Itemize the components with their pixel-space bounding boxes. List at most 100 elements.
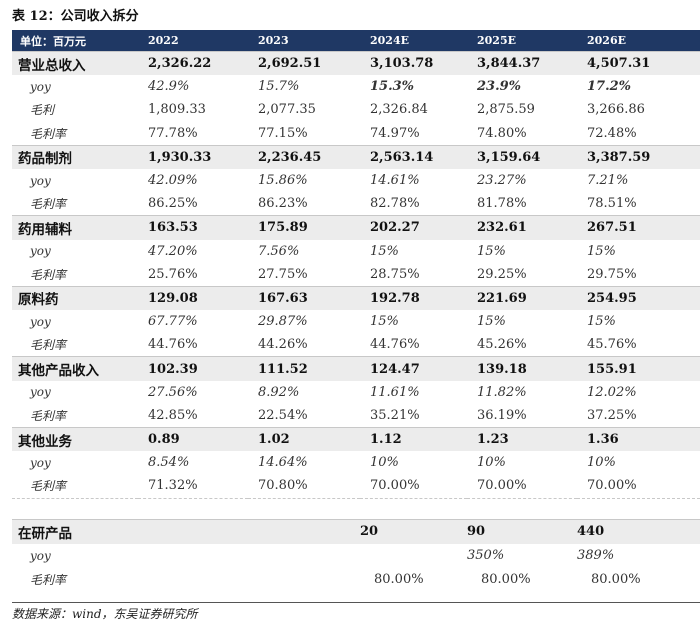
- cell: [360, 544, 467, 568]
- cell: 1.12: [360, 427, 467, 452]
- row-label: 毛利: [30, 103, 55, 118]
- row-label: 原料药: [12, 285, 138, 311]
- cell: 3,844.37: [467, 51, 577, 76]
- table-row-yoy: yoy 67.77% 29.87% 15% 15% 15%: [12, 310, 700, 333]
- cell: [248, 544, 360, 568]
- cell: 1,930.33: [138, 144, 248, 169]
- row-label: 其他业务: [12, 427, 138, 452]
- cell: 27.56%: [148, 384, 198, 400]
- table-row-gross-margin: 毛利率 86.25% 86.23% 82.78% 81.78% 78.51%: [12, 192, 700, 216]
- year-header: 2026E: [577, 30, 700, 52]
- cell: 77.15%: [258, 125, 308, 141]
- cell: 15%: [477, 314, 506, 330]
- cell: 78.51%: [587, 196, 637, 212]
- cell: 29.75%: [587, 266, 637, 282]
- table-row-yoy: yoy 27.56% 8.92% 11.61% 11.82% 12.02%: [12, 381, 700, 404]
- cell: 1.36: [577, 427, 700, 452]
- cell: 2,692.51: [248, 51, 360, 76]
- cell: 71.32%: [148, 478, 198, 494]
- year-header: 2025E: [467, 30, 577, 52]
- row-label: yoy: [30, 79, 51, 94]
- cell: 80.00%: [591, 572, 641, 588]
- table-row-gross-profit: 毛利 1,809.33 2,077.35 2,326.84 2,875.59 3…: [12, 98, 700, 121]
- row-label: 营业总收入: [12, 51, 138, 76]
- cell: 25.76%: [148, 266, 198, 282]
- table-row-other-business: 其他业务 0.89 1.02 1.12 1.23 1.36: [12, 427, 700, 452]
- cell: 23.27%: [477, 173, 527, 189]
- row-label: 毛利率: [30, 338, 67, 353]
- cell: 14.64%: [258, 455, 308, 471]
- cell: 1.23: [467, 427, 577, 452]
- cell: 45.76%: [587, 337, 637, 353]
- cell: 37.25%: [587, 407, 637, 423]
- table-row-gross-margin: 毛利率 80.00% 80.00% 80.00%: [12, 568, 700, 592]
- cell: 155.91: [577, 356, 700, 381]
- data-source-note: 数据来源：wind，东吴证券研究所: [12, 602, 700, 623]
- cell: 102.39: [138, 356, 248, 381]
- year-header: 2024E: [360, 30, 467, 52]
- table-header: 单位：百万元 2022 2023 2024E 2025E 2026E: [12, 30, 700, 52]
- cell: 42.09%: [148, 173, 198, 189]
- year-header: 2023: [248, 30, 360, 52]
- cell: 11.82%: [477, 384, 527, 400]
- cell: 15%: [370, 243, 399, 259]
- year-header: 2022: [138, 30, 248, 52]
- cell: 15%: [587, 243, 616, 259]
- cell: 11.61%: [370, 384, 420, 400]
- cell: 44.76%: [148, 337, 198, 353]
- row-label: 药品制剂: [12, 144, 138, 169]
- table-row-yoy: yoy 42.9% 15.7% 15.3% 23.9% 17.2%: [12, 75, 700, 98]
- cell: 440: [577, 519, 700, 544]
- cell: 1,809.33: [148, 102, 206, 118]
- unit-label: 单位：百万元: [12, 30, 138, 52]
- row-label: 毛利率: [30, 197, 67, 212]
- cell: 36.19%: [477, 407, 527, 423]
- cell: 15%: [477, 243, 506, 259]
- cell: 20: [360, 519, 467, 544]
- cell: 90: [467, 519, 577, 544]
- cell: 2,326.22: [138, 51, 248, 76]
- table-row-yoy: yoy 350% 389%: [12, 544, 700, 568]
- row-label: yoy: [30, 244, 51, 259]
- cell: 8.54%: [148, 455, 190, 471]
- cell: 15.86%: [258, 173, 308, 189]
- revenue-breakdown-table: 单位：百万元 2022 2023 2024E 2025E 2026E 营业总收入…: [12, 30, 700, 592]
- row-label: 毛利率: [30, 126, 67, 141]
- row-label: 其他产品收入: [12, 356, 138, 381]
- cell: 3,266.86: [587, 102, 645, 118]
- cell: 3,103.78: [360, 51, 467, 76]
- cell: 81.78%: [477, 196, 527, 212]
- cell: 124.47: [360, 356, 467, 381]
- cell: 10%: [587, 455, 616, 471]
- cell: 70.80%: [258, 478, 308, 494]
- cell: 29.87%: [258, 314, 308, 330]
- cell: 389%: [577, 548, 615, 564]
- cell: 7.56%: [258, 243, 300, 259]
- cell: 82.78%: [370, 196, 420, 212]
- cell: [248, 568, 360, 592]
- cell: 45.26%: [477, 337, 527, 353]
- cell: 23.9%: [477, 79, 522, 95]
- cell: 232.61: [467, 215, 577, 240]
- cell: 44.76%: [370, 337, 420, 353]
- cell: 17.2%: [587, 79, 632, 95]
- cell: 221.69: [467, 285, 577, 311]
- table-row-api: 原料药 129.08 167.63 192.78 221.69 254.95: [12, 285, 700, 311]
- cell: 139.18: [467, 356, 577, 381]
- cell: 202.27: [360, 215, 467, 240]
- section-gap: [12, 497, 700, 520]
- table-title: 表 12：公司收入拆分: [12, 9, 139, 24]
- cell: 80.00%: [374, 572, 424, 588]
- table-row-excipients: 药用辅料 163.53 175.89 202.27 232.61 267.51: [12, 215, 700, 240]
- cell: 15%: [370, 314, 399, 330]
- cell: 86.25%: [148, 196, 198, 212]
- table-row-total-revenue: 营业总收入 2,326.22 2,692.51 3,103.78 3,844.3…: [12, 51, 700, 76]
- row-label: 毛利率: [30, 267, 67, 282]
- cell: 70.00%: [370, 478, 420, 494]
- cell: 70.00%: [477, 478, 527, 494]
- cell: 192.78: [360, 285, 467, 311]
- cell: 3,159.64: [467, 144, 577, 169]
- row-label: 毛利率: [30, 573, 67, 588]
- row-label: yoy: [30, 314, 51, 329]
- cell: [138, 519, 248, 544]
